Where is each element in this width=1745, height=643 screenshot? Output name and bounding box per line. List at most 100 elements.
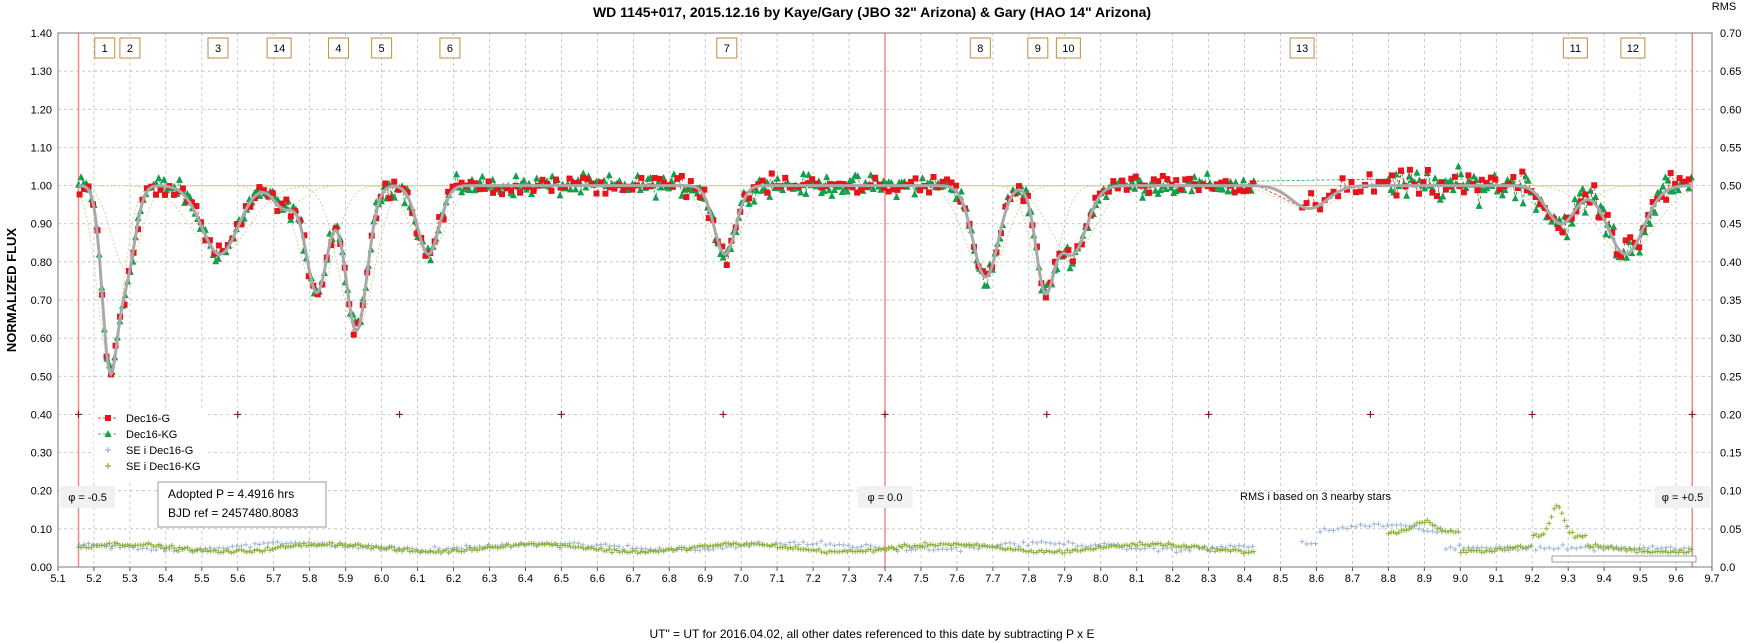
se-dec16-kg-point (503, 543, 509, 549)
se-dec16-kg-point (1178, 544, 1184, 550)
se-dec16-kg-point (1207, 548, 1213, 554)
se-dec16-kg-point (1228, 548, 1234, 554)
se-dec16-kg-point (389, 544, 395, 550)
se-dec16-kg-point (888, 544, 894, 550)
dec16-g-point (1532, 194, 1539, 201)
se-dec16-g-point (908, 547, 914, 553)
dec16-g-point (1330, 188, 1337, 195)
se-dec16-kg-point (1528, 543, 1534, 549)
y2-tick-label: 0.70 (1720, 28, 1741, 40)
dec16-g-point (1420, 179, 1427, 186)
x-tick-label: 8.5 (1273, 573, 1288, 585)
se-dec16-kg-point (466, 545, 472, 551)
dec16-kg-point (1669, 187, 1677, 195)
y2-tick-label: 0.45 (1720, 219, 1741, 231)
se-dec16-kg-point (728, 541, 734, 547)
dec16-g-point (188, 199, 195, 206)
dec16-g-point (858, 186, 865, 193)
se-dec16-kg-point (1556, 504, 1562, 510)
se-dec16-kg-point (1624, 548, 1630, 554)
dec16-g-point (1582, 191, 1589, 198)
dip-box-2 (119, 37, 141, 59)
se-dec16-kg-point (655, 549, 661, 555)
se-dec16-g-point (1079, 543, 1085, 549)
se-dec16-kg-point (1507, 544, 1513, 550)
se-dec16-kg-point (1533, 531, 1539, 537)
se-dec16-kg-point (715, 541, 721, 547)
dec16-kg-point (799, 170, 807, 178)
se-dec16-kg-point (995, 543, 1001, 549)
se-dec16-kg-point (443, 547, 449, 553)
dec16-g-point (1442, 186, 1449, 193)
se-dec16-g-point (1344, 526, 1350, 532)
se-dec16-g-point (1645, 545, 1651, 551)
se-dec16-g-point (1582, 544, 1588, 550)
se-dec16-kg-point (873, 547, 879, 553)
dec16-g-point (629, 186, 636, 193)
se-dec16-kg-point (1235, 547, 1241, 553)
se-dec16-g-point (252, 541, 258, 547)
se-dec16-kg-point (661, 547, 667, 553)
dec16-g-point (81, 186, 88, 193)
phase-labels: φ = -0.5 φ = 0.0 φ = +0.5 (60, 486, 1710, 508)
se-dec16-kg-point (384, 546, 390, 552)
dip-box-label: 14 (273, 43, 285, 55)
se-dec16-g-point (1002, 540, 1008, 546)
se-dec16-kg-point (523, 542, 529, 548)
se-dec16-kg-point (270, 546, 276, 552)
se-dec16-kg-point (301, 541, 307, 547)
rms-bar (1551, 555, 1697, 563)
se-dec16-kg-point (541, 542, 547, 548)
dec16-g-point (1164, 176, 1171, 183)
se-dec16-kg-point (1595, 543, 1601, 549)
dec16-g-point (849, 184, 856, 191)
se-dec16-kg-point (516, 542, 522, 548)
se-dec16-kg-point (280, 543, 286, 549)
dec16-kg-point (750, 197, 758, 205)
se-dec16-kg-point (1442, 528, 1448, 534)
se-dec16-g-point (1020, 539, 1026, 545)
se-dec16-g-point (1101, 541, 1107, 547)
x-tick-label: 8.6 (1309, 573, 1324, 585)
se-dec16-g-point (845, 542, 851, 548)
dec16-g-point (1353, 189, 1360, 196)
se-dec16-g-point (692, 547, 698, 553)
se-dec16-kg-point (1215, 546, 1221, 552)
se-dec16-kg-point (1041, 550, 1047, 556)
y-tick-label: 0.10 (31, 524, 52, 536)
dec16-g-point (274, 208, 281, 215)
se-dec16-g-point (616, 543, 622, 549)
dec16-g-point (1042, 294, 1049, 301)
dec16-g-point (1631, 239, 1638, 246)
se-dec16-g-point (1061, 541, 1067, 547)
se-dec16-kg-point (1093, 546, 1099, 552)
se-dec16-kg-point (1202, 544, 1208, 550)
se-dec16-g-point (697, 548, 703, 554)
se-dec16-kg-point (694, 544, 700, 550)
se-dec16-g-point (823, 542, 829, 548)
se-dec16-kg-point (640, 548, 646, 554)
se-dec16-kg-point (1489, 549, 1495, 555)
dec16-g-point (1438, 179, 1445, 186)
se-dec16-kg-point (231, 549, 237, 555)
se-dec16-kg-point (1002, 547, 1008, 553)
se-dec16-kg-point (1582, 532, 1588, 538)
dec16-g-point (1240, 188, 1247, 195)
se-dec16-kg-point (422, 549, 428, 555)
se-dec16-g-point (706, 547, 712, 553)
se-dec16-kg-point (1212, 548, 1218, 554)
x-tick-label: 8.9 (1417, 573, 1432, 585)
se-dec16-kg-point (407, 549, 413, 555)
dec16-g-point (1393, 192, 1400, 199)
dec16-kg-point (577, 188, 585, 196)
se-dec16-kg-point (1018, 547, 1024, 553)
se-dec16-g-point (1299, 538, 1305, 544)
dec16-kg-point (175, 175, 183, 183)
se-dec16-kg-point (1057, 547, 1063, 553)
dec16-g-point (552, 176, 559, 183)
dec16-g-point (687, 178, 694, 185)
se-dec16-kg-point (239, 547, 245, 553)
dec16-g-point (494, 184, 501, 191)
dec16-g-point (1317, 206, 1324, 213)
se-dec16-g-point (1218, 544, 1224, 550)
